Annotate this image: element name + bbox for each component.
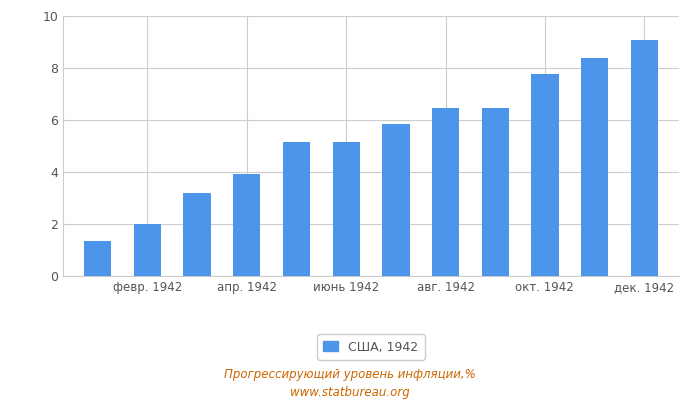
Text: www.statbureau.org: www.statbureau.org <box>290 386 410 399</box>
Bar <box>631 40 658 276</box>
Bar <box>283 142 310 276</box>
Bar <box>84 242 111 276</box>
Bar <box>531 74 559 276</box>
Legend: США, 1942: США, 1942 <box>317 334 425 360</box>
Text: Прогрессирующий уровень инфляции,%: Прогрессирующий уровень инфляции,% <box>224 368 476 381</box>
Bar <box>233 174 260 276</box>
Bar <box>134 224 161 276</box>
Bar <box>581 58 608 276</box>
Bar <box>382 124 410 276</box>
Bar <box>432 108 459 276</box>
Bar <box>482 108 509 276</box>
Bar <box>332 142 360 276</box>
Bar <box>183 193 211 276</box>
